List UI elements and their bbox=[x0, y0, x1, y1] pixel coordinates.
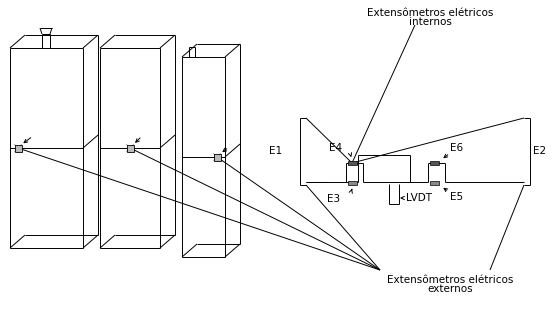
Text: E2: E2 bbox=[533, 146, 546, 157]
Text: Extensômetros elétricos: Extensômetros elétricos bbox=[367, 8, 493, 18]
Bar bbox=[348, 181, 357, 185]
Bar bbox=[430, 161, 439, 165]
Text: Extensômetros elétricos: Extensômetros elétricos bbox=[387, 275, 513, 285]
Text: E3: E3 bbox=[327, 194, 340, 204]
Text: E6: E6 bbox=[450, 143, 463, 153]
Text: internos: internos bbox=[409, 17, 451, 27]
Bar bbox=[126, 145, 134, 152]
Bar bbox=[213, 153, 221, 161]
Bar bbox=[14, 145, 22, 152]
Text: E4: E4 bbox=[329, 143, 342, 153]
Text: LVDT: LVDT bbox=[406, 193, 432, 203]
Text: E1: E1 bbox=[269, 146, 282, 157]
Text: externos: externos bbox=[427, 284, 473, 294]
Bar bbox=[348, 161, 357, 165]
Text: E5: E5 bbox=[450, 192, 463, 202]
Bar bbox=[430, 181, 439, 185]
